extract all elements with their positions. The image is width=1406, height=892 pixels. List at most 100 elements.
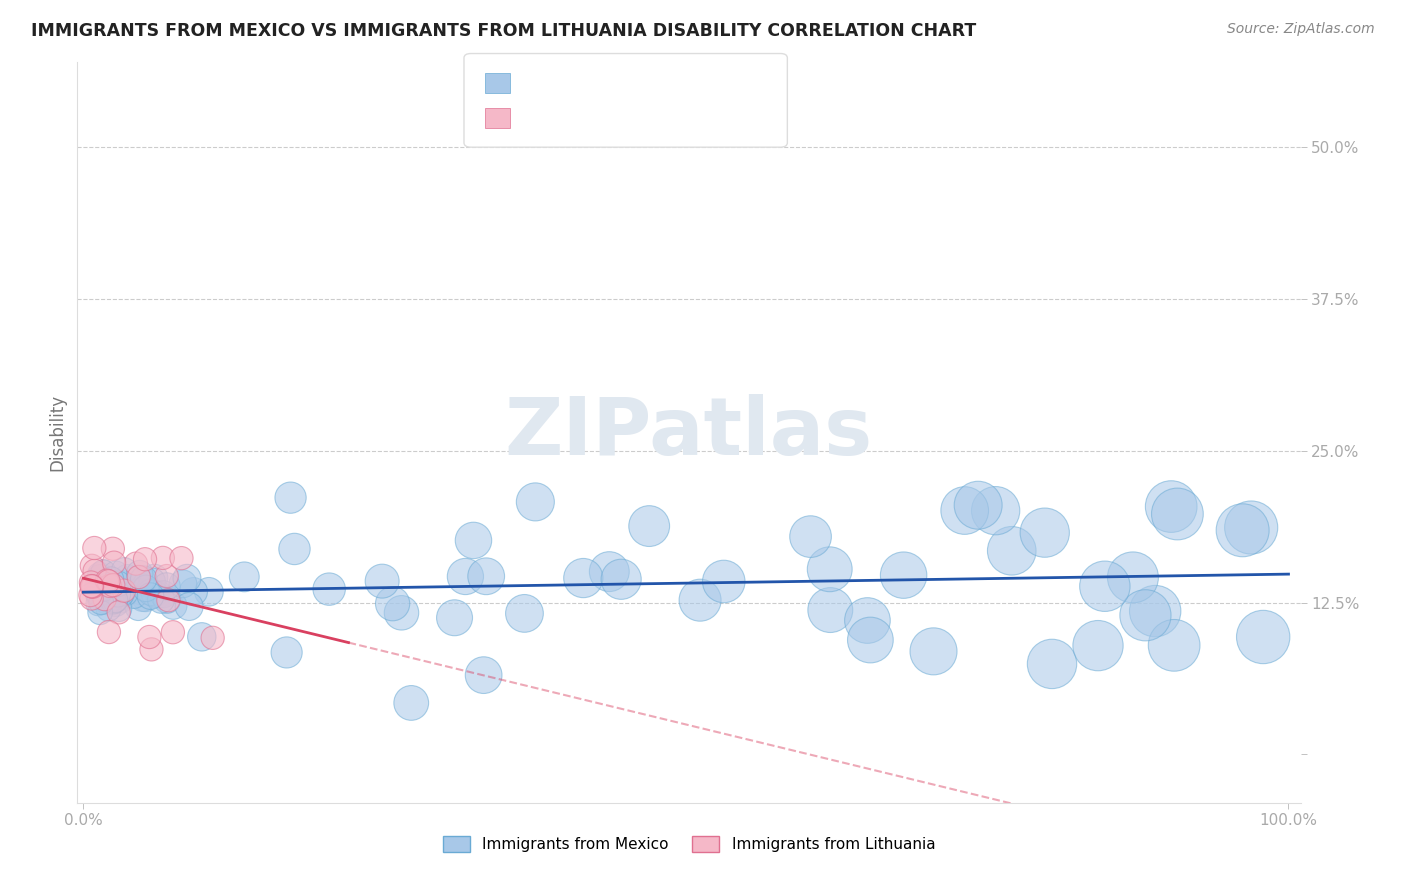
Point bbox=[100, 592, 122, 607]
Point bbox=[1240, 520, 1263, 534]
Point bbox=[96, 574, 118, 588]
Point bbox=[893, 568, 915, 582]
Point bbox=[110, 588, 132, 602]
Text: 30: 30 bbox=[679, 111, 699, 125]
Point bbox=[103, 556, 125, 570]
Point bbox=[91, 582, 114, 596]
Point bbox=[101, 577, 124, 591]
Point bbox=[80, 575, 103, 590]
Point bbox=[105, 591, 128, 605]
Point bbox=[276, 645, 298, 659]
Point bbox=[1135, 608, 1157, 623]
Point bbox=[87, 590, 110, 604]
Point bbox=[152, 550, 174, 565]
Text: IMMIGRANTS FROM MEXICO VS IMMIGRANTS FROM LITHUANIA DISABILITY CORRELATION CHART: IMMIGRANTS FROM MEXICO VS IMMIGRANTS FRO… bbox=[31, 22, 976, 40]
Point bbox=[89, 582, 111, 597]
Point bbox=[524, 495, 547, 509]
Point bbox=[598, 565, 620, 579]
Point bbox=[150, 592, 173, 607]
Point bbox=[280, 491, 302, 505]
Point bbox=[157, 593, 180, 607]
Point bbox=[83, 564, 105, 578]
Point bbox=[131, 591, 153, 606]
Point bbox=[93, 592, 115, 607]
Point bbox=[101, 582, 124, 596]
Point bbox=[110, 587, 132, 601]
Point bbox=[162, 599, 184, 613]
Point bbox=[82, 580, 104, 594]
Point bbox=[91, 588, 114, 602]
Point bbox=[127, 600, 149, 615]
Point bbox=[122, 589, 145, 603]
Point bbox=[818, 562, 841, 576]
Point bbox=[110, 593, 132, 607]
Point bbox=[143, 587, 166, 601]
Point bbox=[91, 582, 114, 596]
Point bbox=[103, 578, 125, 592]
Point bbox=[156, 592, 179, 607]
Point bbox=[107, 586, 129, 600]
Point bbox=[101, 541, 124, 556]
Point bbox=[93, 565, 115, 579]
Point bbox=[97, 574, 120, 589]
Point bbox=[689, 593, 711, 607]
Point bbox=[967, 498, 990, 512]
Point bbox=[1163, 638, 1185, 652]
Point bbox=[90, 595, 112, 609]
Point bbox=[127, 576, 149, 591]
Point bbox=[191, 630, 214, 644]
Point bbox=[1251, 630, 1274, 644]
Legend: Immigrants from Mexico, Immigrants from Lithuania: Immigrants from Mexico, Immigrants from … bbox=[437, 830, 941, 858]
Point bbox=[83, 541, 105, 555]
Point bbox=[86, 584, 108, 599]
Point bbox=[107, 577, 129, 591]
Point bbox=[201, 631, 224, 645]
Text: 130: 130 bbox=[679, 76, 710, 90]
Text: -0.240: -0.240 bbox=[562, 111, 614, 125]
Point bbox=[176, 571, 198, 585]
Point bbox=[713, 574, 735, 589]
Point bbox=[110, 586, 132, 600]
Point bbox=[399, 696, 422, 710]
Point bbox=[104, 593, 127, 607]
Point bbox=[1160, 500, 1182, 514]
Point bbox=[134, 552, 156, 566]
Point bbox=[89, 567, 111, 582]
Point bbox=[1144, 604, 1167, 618]
Text: ZIPatlas: ZIPatlas bbox=[505, 393, 873, 472]
Point bbox=[1232, 523, 1254, 537]
Text: Source: ZipAtlas.com: Source: ZipAtlas.com bbox=[1227, 22, 1375, 37]
Point bbox=[128, 566, 150, 581]
Point bbox=[1033, 525, 1056, 540]
Point bbox=[143, 571, 166, 585]
Point bbox=[953, 503, 976, 517]
Point bbox=[97, 595, 120, 609]
Point bbox=[156, 569, 179, 583]
Point bbox=[80, 591, 103, 606]
Point bbox=[1094, 579, 1116, 593]
Point bbox=[111, 590, 134, 604]
Point bbox=[1166, 507, 1188, 521]
Point bbox=[114, 586, 136, 600]
Point bbox=[800, 530, 823, 544]
Point bbox=[89, 605, 111, 619]
Point bbox=[128, 570, 150, 584]
Point bbox=[80, 558, 103, 573]
Point bbox=[132, 572, 155, 586]
Point bbox=[93, 576, 115, 591]
Point bbox=[1001, 543, 1024, 558]
Point bbox=[156, 579, 179, 593]
Point bbox=[984, 504, 1007, 518]
Point bbox=[110, 584, 132, 599]
Point bbox=[172, 577, 194, 591]
Point bbox=[100, 592, 122, 607]
Point bbox=[100, 580, 122, 594]
Point bbox=[101, 579, 124, 593]
Point bbox=[93, 566, 115, 580]
Point bbox=[93, 583, 115, 598]
Y-axis label: Disability: Disability bbox=[48, 394, 66, 471]
Point bbox=[100, 573, 122, 587]
Point bbox=[381, 597, 404, 611]
Point bbox=[115, 570, 138, 584]
Point bbox=[162, 625, 184, 640]
